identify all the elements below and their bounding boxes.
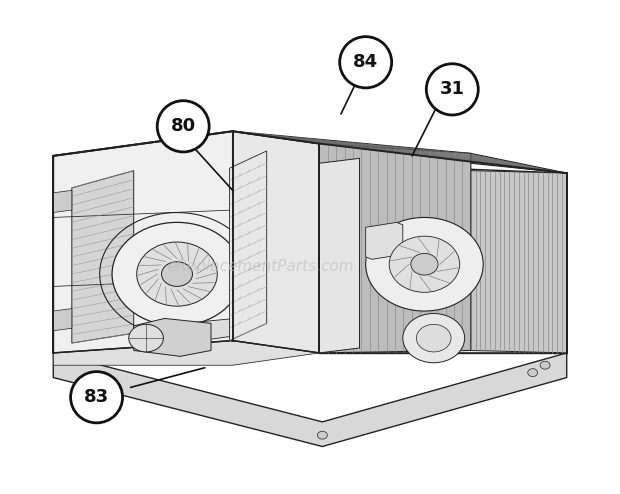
Polygon shape — [471, 170, 567, 353]
Polygon shape — [53, 353, 567, 447]
Polygon shape — [53, 309, 72, 331]
Polygon shape — [319, 163, 567, 353]
Circle shape — [162, 262, 192, 287]
Circle shape — [389, 236, 459, 292]
Text: 31: 31 — [440, 81, 465, 98]
Ellipse shape — [71, 371, 123, 423]
Text: eReplacementParts.com: eReplacementParts.com — [167, 259, 354, 274]
Ellipse shape — [427, 64, 478, 115]
Polygon shape — [53, 340, 319, 365]
Polygon shape — [319, 159, 360, 353]
Text: 83: 83 — [84, 388, 109, 406]
Ellipse shape — [157, 101, 209, 152]
Text: 84: 84 — [353, 53, 378, 71]
Polygon shape — [134, 319, 211, 356]
Circle shape — [528, 369, 538, 376]
Text: 80: 80 — [170, 117, 196, 135]
Circle shape — [411, 253, 438, 275]
Circle shape — [417, 325, 451, 352]
Circle shape — [107, 408, 117, 416]
Polygon shape — [72, 170, 134, 343]
Circle shape — [366, 217, 483, 311]
Polygon shape — [319, 144, 471, 353]
Circle shape — [129, 325, 164, 352]
Circle shape — [317, 431, 327, 439]
Polygon shape — [183, 319, 236, 343]
Polygon shape — [229, 151, 267, 340]
Polygon shape — [232, 131, 567, 173]
Circle shape — [137, 242, 217, 306]
Circle shape — [540, 361, 550, 369]
Polygon shape — [232, 131, 319, 353]
Polygon shape — [53, 131, 233, 353]
Circle shape — [112, 222, 242, 326]
Circle shape — [403, 314, 464, 363]
Ellipse shape — [340, 37, 392, 88]
Polygon shape — [53, 190, 72, 212]
Polygon shape — [366, 222, 403, 259]
